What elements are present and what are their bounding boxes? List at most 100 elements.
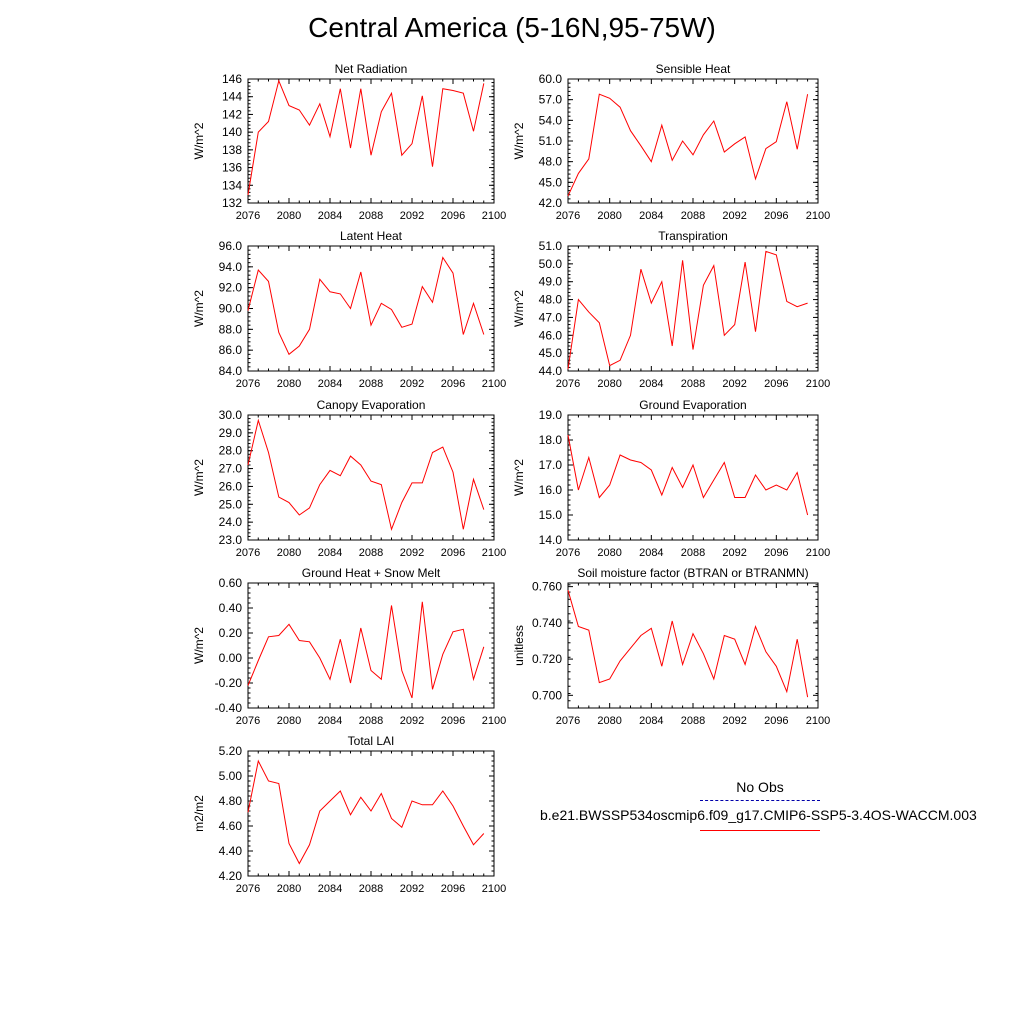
x-tick-label: 2088 [359,547,383,559]
y-axis-label: W/m^2 [512,122,526,159]
y-axis-label: W/m^2 [192,627,206,664]
x-tick-label: 2076 [236,715,260,727]
legend-model-label: b.e21.BWSSP534oscmip6.f09_g17.CMIP6-SSP5… [540,807,977,823]
x-tick-label: 2076 [556,715,580,727]
y-tick-label: 29.0 [219,426,243,440]
y-tick-label: 88.0 [219,322,243,336]
y-tick-label: 134 [222,178,242,192]
y-tick-label: 84.0 [219,364,243,378]
x-tick-label: 2100 [482,547,506,559]
x-tick-label: 2076 [236,378,260,390]
x-tick-label: 2100 [482,715,506,727]
x-tick-label: 2096 [441,210,465,222]
x-tick-label: 2080 [277,883,301,895]
x-tick-label: 2088 [359,715,383,727]
plot-frame [567,78,819,204]
panel-title: Total LAI [348,734,395,748]
y-tick-label: 0.720 [532,652,562,666]
y-tick-label: 96.0 [219,239,243,253]
y-tick-label: 0.40 [219,601,243,615]
x-tick-label: 2096 [764,715,788,727]
x-tick-label: 2084 [639,210,663,222]
legend-obs-label: No Obs [736,779,784,795]
y-tick-label: 90.0 [219,302,243,316]
y-tick-label: 132 [222,196,242,210]
y-tick-label: 45.0 [539,175,563,189]
y-tick-label: 94.0 [219,260,243,274]
panel-title: Soil moisture factor (BTRAN or BTRANMN) [577,566,808,580]
x-tick-label: 2096 [441,547,465,559]
y-tick-label: 48.0 [539,293,563,307]
x-tick-label: 2084 [639,547,663,559]
x-tick-label: 2092 [400,883,424,895]
y-tick-label: 51.0 [539,239,563,253]
x-tick-label: 2080 [597,210,621,222]
series-line [567,590,809,698]
x-tick-label: 2080 [597,715,621,727]
y-tick-label: 30.0 [219,408,243,422]
x-tick-label: 2100 [806,547,830,559]
x-tick-label: 2076 [556,210,580,222]
panel-5: Canopy Evaporation W/m^2 2076 2080 2084 2088 2… [192,398,506,559]
y-tick-label: 14.0 [539,533,563,547]
plot-frame [567,582,819,709]
panel-8: Soil moisture factor (BTRAN or BTRANMN) u… [512,566,830,727]
legend-obs-line [700,800,820,801]
x-tick-label: 2092 [400,715,424,727]
series-line [247,256,485,356]
y-tick-label: 92.0 [219,281,243,295]
x-tick-label: 2088 [681,715,705,727]
x-tick-label: 2096 [764,378,788,390]
figure-title: Central America (5-16N,95-75W) [308,12,716,43]
x-tick-label: 2092 [722,547,746,559]
x-tick-label: 2076 [556,547,580,559]
x-tick-label: 2080 [277,210,301,222]
plot-frame [247,78,495,204]
y-tick-label: 5.00 [219,769,243,783]
y-tick-label: 5.20 [219,744,243,758]
x-tick-label: 2084 [318,378,342,390]
y-axis-label: W/m^2 [192,122,206,159]
y-axis-label: W/m^2 [512,290,526,327]
y-tick-label: 140 [222,125,242,139]
x-tick-label: 2076 [236,883,260,895]
x-tick-label: 2076 [236,210,260,222]
x-tick-label: 2080 [277,547,301,559]
y-tick-label: 50.0 [539,257,563,271]
x-tick-label: 2096 [441,715,465,727]
y-axis-label: W/m^2 [192,459,206,496]
series-line [567,93,809,197]
x-tick-label: 2088 [359,883,383,895]
panel-7: Ground Heat + Snow Melt W/m^2 2076 2080 2084… [192,566,506,727]
x-tick-label: 2092 [722,210,746,222]
x-tick-label: 2096 [441,378,465,390]
plot-frame [567,414,819,541]
y-tick-label: 142 [222,107,242,121]
x-tick-label: 2096 [764,547,788,559]
panel-title: Ground Evaporation [639,398,746,412]
y-axis-label: W/m^2 [512,459,526,496]
x-tick-label: 2092 [400,378,424,390]
y-tick-label: 0.60 [219,576,243,590]
y-tick-label: 44.0 [539,364,563,378]
panel-3: Latent Heat W/m^2 2076 2080 2084 2088 2092 2096… [192,229,506,390]
panel-6: Ground Evaporation W/m^2 2076 2080 2084 2088 2… [512,398,830,559]
panel-2: Sensible Heat W/m^2 2076 2080 2084 2088 2092 20… [512,62,830,222]
x-tick-label: 2084 [318,715,342,727]
y-axis-label: W/m^2 [192,290,206,327]
x-tick-label: 2080 [597,378,621,390]
series-line [247,79,485,196]
x-tick-label: 2076 [236,547,260,559]
x-tick-label: 2084 [639,378,663,390]
y-tick-label: 4.40 [219,844,243,858]
x-tick-label: 2084 [318,547,342,559]
x-tick-label: 2092 [722,715,746,727]
y-tick-label: 24.0 [219,515,243,529]
panel-1: Net Radiation W/m^2 2076 2080 2084 2088 2092 20… [192,62,506,222]
y-tick-label: 0.00 [219,651,243,665]
y-tick-label: 0.740 [532,616,562,630]
y-tick-label: 48.0 [539,155,563,169]
y-tick-label: 60.0 [539,72,563,86]
y-tick-label: 136 [222,161,242,175]
y-tick-label: 45.0 [539,346,563,360]
